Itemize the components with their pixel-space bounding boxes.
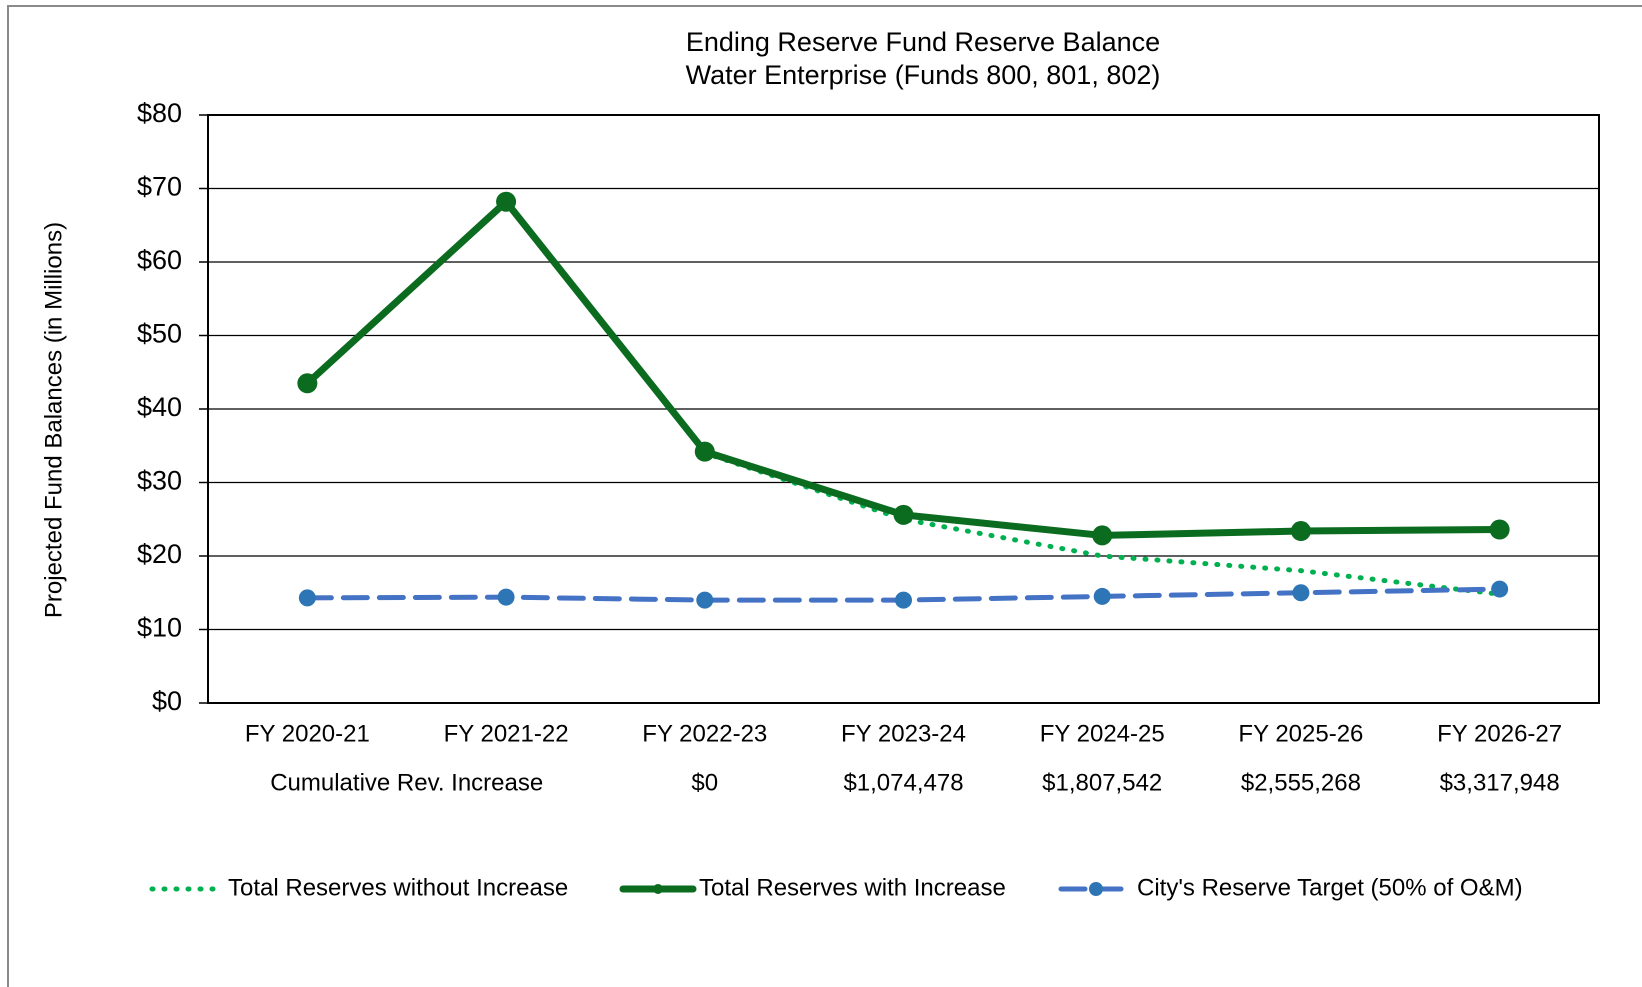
row-label: $1,074,478	[843, 769, 963, 796]
series-marker	[696, 591, 714, 609]
y-tick-label: $50	[137, 319, 182, 349]
frame	[7, 5, 1642, 987]
series-marker	[1489, 519, 1510, 540]
row-label: $3,317,948	[1440, 769, 1560, 796]
x-tick-label: FY 2021-22	[444, 720, 569, 747]
y-tick-label: $10	[137, 613, 182, 643]
series-marker	[1092, 525, 1113, 546]
series-marker	[893, 504, 914, 525]
x-tick-label: FY 2025-26	[1238, 720, 1363, 747]
row-label: $2,555,268	[1241, 769, 1361, 796]
series-marker	[895, 591, 912, 609]
legend-label: Total Reserves with Increase	[699, 874, 1006, 901]
series-marker	[1292, 584, 1310, 602]
series-line	[303, 198, 1504, 539]
x-tick-label: FY 2023-24	[841, 720, 966, 747]
chart-title: Ending Reserve Fund Reserve Balance	[686, 27, 1160, 57]
legend-label: City's Reserve Target (50% of O&M)	[1137, 874, 1523, 901]
y-tick-label: $60	[137, 245, 182, 275]
legend-marker	[653, 884, 663, 894]
y-tick-label: $30	[137, 466, 182, 496]
series-line	[304, 199, 1503, 597]
series-marker	[298, 589, 316, 607]
row-label: $1,807,542	[1042, 769, 1162, 796]
y-tick-label: $70	[137, 172, 182, 202]
row-title: Cumulative Rev. Increase	[270, 769, 543, 796]
x-tick-label: FY 2022-23	[642, 720, 767, 747]
series-marker	[297, 373, 318, 394]
series-marker	[496, 191, 517, 212]
chart-subtitle: Water Enterprise (Funds 800, 801, 802)	[686, 60, 1161, 90]
series-marker	[694, 441, 715, 462]
x-tick-label: FY 2020-21	[245, 720, 370, 747]
y-axis-label: Projected Fund Balances (in Millions)	[40, 222, 67, 618]
series-marker	[1290, 521, 1311, 542]
row-label: $0	[691, 769, 718, 796]
y-tick-label: $40	[137, 392, 182, 422]
legend-label: Total Reserves without Increase	[228, 874, 568, 901]
legend-marker	[1089, 882, 1103, 896]
y-tick-label: $80	[137, 98, 182, 128]
series-marker	[1093, 587, 1111, 605]
x-tick-label: FY 2024-25	[1040, 720, 1165, 747]
plot-border	[207, 114, 1600, 704]
series-marker	[497, 588, 515, 606]
series-marker	[1491, 580, 1509, 598]
y-tick-label: $20	[137, 539, 182, 569]
x-tick-label: FY 2026-27	[1437, 720, 1562, 747]
y-tick-label: $0	[152, 686, 182, 716]
